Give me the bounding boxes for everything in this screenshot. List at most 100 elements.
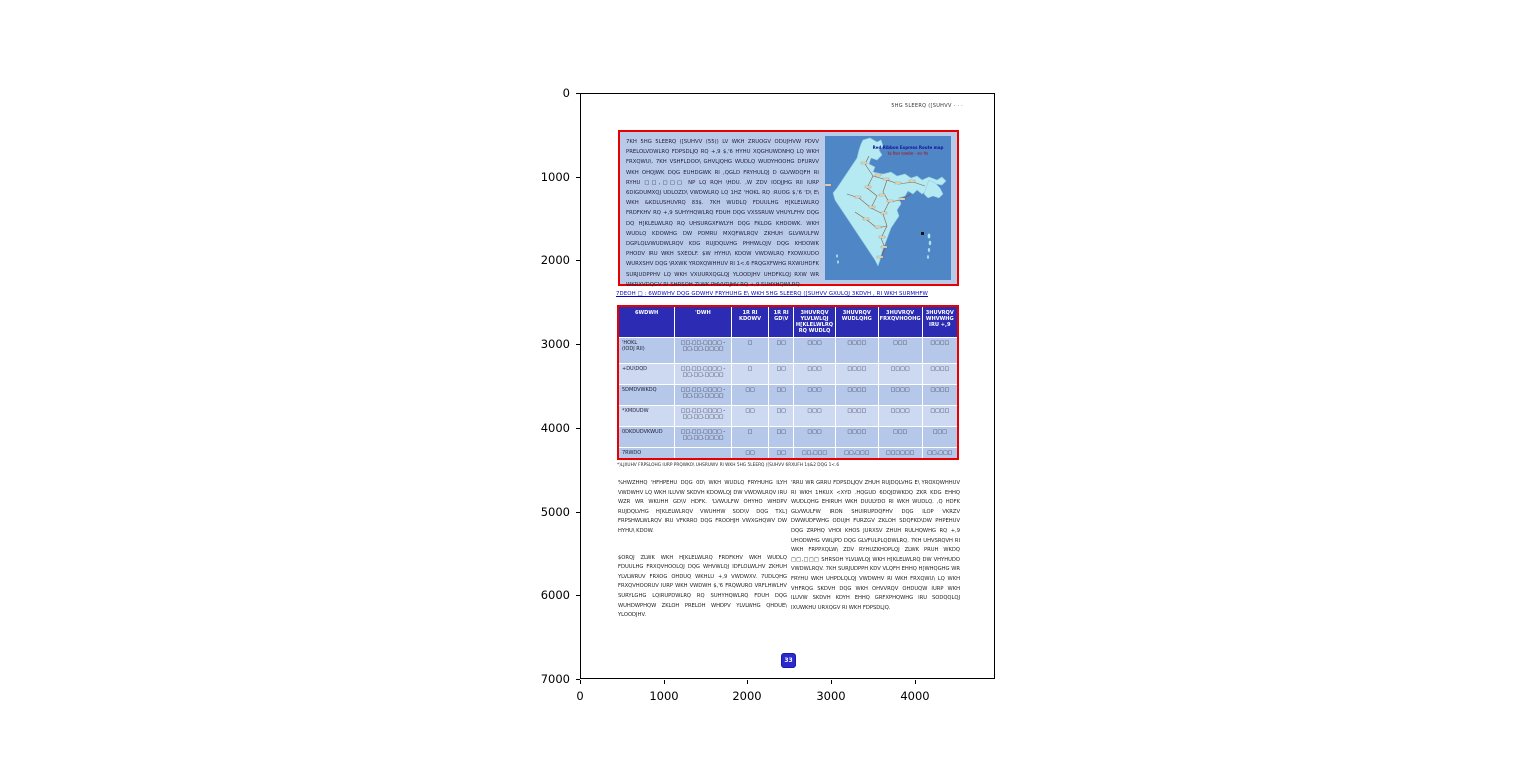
y-tick-label: 4000 [540, 421, 570, 435]
table-row: *XMDUDW □□.□□.□□□□ - □□.□□.□□□□ □□ □□ □□… [617, 405, 959, 427]
table-row: 'HOKL (IODJ RII) □□.□□.□□□□ - □□.□□.□□□□… [617, 337, 959, 364]
cell-visiting: □□,□□□ [793, 447, 836, 460]
paragraph: %HWZHHQ 'HFHPEHU DQG 0D\ WKH WUDLQ FRYHU… [618, 480, 787, 534]
body-text-left-column: %HWZHHQ 'HFHPEHU DQG 0D\ WKH WUDLQ FRYHU… [618, 479, 787, 621]
cell-total-label: 7RWDO [617, 447, 676, 460]
cell-counselled: □□□ [877, 426, 923, 448]
x-tick-mark [664, 680, 665, 684]
cell-state: 'HOKL (IODJ RII) [617, 337, 676, 364]
x-tick-label: 2000 [732, 689, 762, 703]
y-tick-label: 1000 [540, 170, 570, 184]
cell-tested: □□,□□□ [921, 447, 959, 460]
cell-halts: □□ [730, 405, 770, 427]
y-tick-label: 0 [562, 86, 570, 100]
col-header-trained: 3HUVRQV WUDLQHG [834, 305, 879, 338]
y-tick-mark [576, 260, 580, 261]
cell-days: □□ [768, 447, 795, 460]
cell-visiting: □□□ [793, 337, 836, 364]
cell-days: □□ [768, 337, 795, 364]
y-tick-label: 7000 [540, 672, 570, 686]
cell-trained: □□□□ [834, 363, 879, 385]
india-route-map: Red Ribbon Express Route map रेड रिबन एक… [825, 136, 951, 280]
cell-counselled: □□□ [877, 337, 923, 364]
page-number-badge: 33 [781, 653, 796, 668]
table-total-row: 7RWDO □□ □□ □□,□□□ □□,□□□ □□□□□□ □□,□□□ [617, 447, 959, 460]
cell-counselled: □□□□□□ [877, 447, 923, 460]
cell-tested: □□□□ [921, 405, 959, 427]
map-legend-marker [921, 232, 924, 235]
running-header: 5HG 5LEERQ ([SUHVV · · · [891, 103, 963, 109]
cell-visiting: □□□ [793, 384, 836, 406]
y-tick-mark [576, 679, 580, 680]
paragraph: $ORQJ ZLWK WKH H[KLELWLRQ FRDFKHV WKH WU… [618, 554, 787, 619]
cell-tested: □□□□ [921, 363, 959, 385]
cell-counselled: □□□□ [877, 363, 923, 385]
cell-halts: □ [730, 337, 770, 364]
axes-frame: 5HG 5LEERQ ([SUHVV · · · 7KH 5HG 5LEERQ … [580, 93, 995, 679]
table-caption: 7DEOH □ : 6WDWHV DQG GDWHV FRYHUHG E\ WK… [616, 291, 928, 297]
cell-date: □□.□□.□□□□ - □□.□□.□□□□ [674, 363, 732, 385]
cell-days: □□ [768, 426, 795, 448]
x-tick-label: 0 [576, 689, 584, 703]
states-dates-table: 6WDWH 'DWH 1R RI KDOWV 1R RI GD\V 3HUVRQ… [617, 305, 959, 460]
y-tick-label: 2000 [540, 253, 570, 267]
x-tick-mark [915, 680, 916, 684]
cell-halts: □□ [730, 384, 770, 406]
india-map-image [825, 137, 947, 267]
table-row: 5DMDVWKDQ □□.□□.□□□□ - □□.□□.□□□□ □□ □□ … [617, 384, 959, 406]
cell-date: □□.□□.□□□□ - □□.□□.□□□□ [674, 384, 732, 406]
cell-visiting: □□□ [793, 405, 836, 427]
y-tick-mark [576, 177, 580, 178]
x-tick-label: 3000 [816, 689, 846, 703]
map-title-line2: रेड रिबन एक्सप्रेस - रूट मैप [887, 150, 929, 156]
cell-days: □□ [768, 384, 795, 406]
intro-box: 7KH 5HG 5LEERQ ([SUHVV (55() LV WKH ZRUO… [618, 130, 959, 288]
cell-state: *XMDUDW [617, 405, 676, 427]
cell-halts: □ [730, 426, 770, 448]
cell-halts: □□ [730, 447, 770, 460]
col-header-counselled: 3HUVRQV FRXQVHOOHG [877, 305, 923, 338]
cell-trained: □□□□ [834, 405, 879, 427]
y-tick-mark [576, 595, 580, 596]
y-tick-label: 3000 [540, 337, 570, 351]
table-row: 0DKDUDVKWUD □□.□□.□□□□ - □□.□□.□□□□ □ □□… [617, 426, 959, 448]
table-header-row: 6WDWH 'DWH 1R RI KDOWV 1R RI GD\V 3HUVRQ… [617, 305, 959, 338]
y-tick-mark [576, 93, 580, 94]
col-header-halts: 1R RI KDOWV [730, 305, 770, 338]
y-tick-label: 5000 [540, 505, 570, 519]
col-header-visiting: 3HUVRQV YLVLWLQJ H[KLELWLRQ RQ WUDLQ [793, 305, 836, 338]
cell-date [674, 447, 732, 460]
cell-state: 5DMDVWKDQ [617, 384, 676, 406]
cell-trained: □□□□ [834, 426, 879, 448]
x-tick-label: 1000 [649, 689, 679, 703]
col-header-days: 1R RI GD\V [768, 305, 795, 338]
y-tick-mark [576, 428, 580, 429]
cell-trained: □□□□ [834, 337, 879, 364]
cell-tested: □□□□ [921, 384, 959, 406]
cell-date: □□.□□.□□□□ - □□.□□.□□□□ [674, 337, 732, 364]
y-tick-mark [576, 512, 580, 513]
cell-state: 0DKDUDVKWUD [617, 426, 676, 448]
cell-trained: □□□□ [834, 384, 879, 406]
cell-counselled: □□□□ [877, 384, 923, 406]
x-tick-mark [580, 680, 581, 684]
cell-tested: □□□ [921, 426, 959, 448]
col-header-date: 'DWH [674, 305, 732, 338]
intro-paragraph: 7KH 5HG 5LEERQ ([SUHVV (55() LV WKH ZRUO… [626, 139, 819, 288]
paragraph: 'RRU WR GRRU FDPSDLJQV ZHUH RUJDQLVHG E\… [791, 480, 960, 611]
document-page: 5HG 5LEERQ ([SUHVV · · · 7KH 5HG 5LEERQ … [581, 94, 994, 678]
table-row: +DU\DQD □□.□□.□□□□ - □□.□□.□□□□ □ □□ □□□… [617, 363, 959, 385]
cell-visiting: □□□ [793, 426, 836, 448]
cell-days: □□ [768, 363, 795, 385]
cell-days: □□ [768, 405, 795, 427]
y-tick-label: 6000 [540, 588, 570, 602]
cell-state: +DU\DQD [617, 363, 676, 385]
cell-halts: □ [730, 363, 770, 385]
x-tick-mark [831, 680, 832, 684]
body-text-right-column: 'RRU WR GRRU FDPSDLJQV ZHUH RUJDQLVHG E\… [791, 479, 960, 613]
map-title-line1: Red Ribbon Express Route map [872, 145, 944, 150]
x-tick-label: 4000 [900, 689, 930, 703]
cell-date: □□.□□.□□□□ - □□.□□.□□□□ [674, 426, 732, 448]
x-tick-mark [747, 680, 748, 684]
